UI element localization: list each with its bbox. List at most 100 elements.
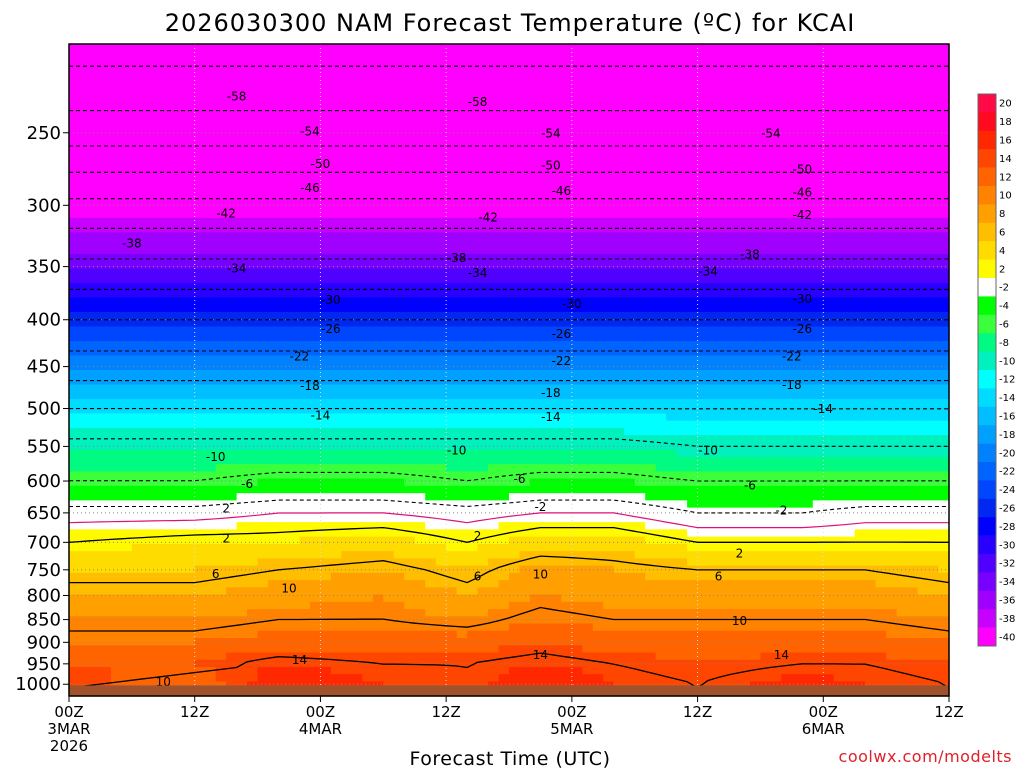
heat-cell <box>666 304 678 313</box>
heat-cell <box>592 442 604 451</box>
heat-cell <box>509 406 521 415</box>
heat-cell <box>383 362 395 371</box>
heat-cell <box>194 188 206 197</box>
heat-cell <box>351 348 363 357</box>
heat-cell <box>142 116 154 125</box>
heat-cell <box>791 246 803 255</box>
heat-cell <box>414 456 426 465</box>
heat-cell <box>749 138 762 147</box>
heat-cell <box>89 51 102 60</box>
heat-cell <box>309 152 322 161</box>
heat-cell <box>802 275 814 284</box>
heat-cell <box>823 304 835 313</box>
heat-cell <box>414 283 426 291</box>
heat-cell <box>121 449 133 458</box>
heat-cell <box>215 268 227 277</box>
heat-cell <box>540 225 552 233</box>
heat-cell <box>435 406 447 415</box>
heat-cell <box>718 348 730 357</box>
heat-cell <box>425 413 437 422</box>
heat-cell <box>152 217 164 226</box>
heat-cell <box>907 72 919 81</box>
heat-cell <box>540 391 552 400</box>
heat-cell <box>477 80 489 89</box>
heat-cell <box>791 181 803 190</box>
heat-cell <box>708 94 720 103</box>
heat-cell <box>928 464 940 473</box>
heat-cell <box>823 384 835 393</box>
heat-cell <box>184 174 196 183</box>
heat-cell <box>676 275 688 284</box>
heat-cell <box>592 167 604 175</box>
heat-cell <box>414 65 426 74</box>
heat-cell <box>718 254 730 262</box>
heat-cell <box>603 210 615 219</box>
heat-cell <box>414 362 426 371</box>
heat-cell <box>634 464 646 473</box>
heat-cell <box>110 217 122 226</box>
heat-cell <box>781 254 793 262</box>
heat-cell <box>257 355 269 364</box>
heat-cell <box>110 290 122 299</box>
heat-cell <box>226 174 238 183</box>
heat-cell <box>655 449 667 458</box>
heat-cell <box>603 261 615 270</box>
heat-cell <box>163 290 175 299</box>
heat-cell <box>289 72 301 81</box>
heat-cell <box>613 232 625 241</box>
heat-cell <box>236 145 248 154</box>
heat-cell <box>886 116 898 125</box>
heat-cell <box>666 188 678 197</box>
heat-cell <box>896 362 908 371</box>
heat-cell <box>184 152 196 161</box>
heat-cell <box>812 246 824 255</box>
heat-cell <box>268 319 280 328</box>
heat-cell <box>404 341 416 349</box>
heat-cell <box>309 283 322 291</box>
heat-cell <box>372 145 384 154</box>
heat-cell <box>875 420 887 429</box>
heat-cell <box>351 384 363 393</box>
heat-cell <box>205 101 217 110</box>
heat-cell <box>823 196 835 204</box>
heat-cell <box>278 427 290 436</box>
heat-cell <box>739 123 751 132</box>
heat-cell <box>309 87 322 96</box>
heat-cell <box>749 398 762 407</box>
heat-cell <box>152 420 164 429</box>
heat-cell <box>582 398 594 407</box>
heat-cell <box>592 109 604 118</box>
heat-cell <box>488 420 500 429</box>
heat-cell <box>749 304 762 313</box>
heat-cell <box>372 312 384 320</box>
heat-cell <box>215 370 227 378</box>
heat-cell <box>110 268 122 277</box>
heat-cell <box>729 362 741 371</box>
heat-cell <box>687 261 699 270</box>
heat-cell <box>509 239 521 248</box>
heat-cell <box>435 333 447 342</box>
heat-cell <box>812 435 824 444</box>
heat-cell <box>488 65 500 74</box>
heat-cell <box>540 87 552 96</box>
heat-cell <box>226 181 238 190</box>
heat-cell <box>781 406 793 415</box>
heat-cell <box>739 167 751 175</box>
heat-cell <box>823 145 835 154</box>
heat-cell <box>79 377 91 386</box>
heat-cell <box>446 116 458 125</box>
heat-cell <box>247 297 259 306</box>
heat-cell <box>425 464 437 473</box>
heat-cell <box>928 123 940 132</box>
heat-cell <box>749 362 762 371</box>
heat-cell <box>666 174 678 183</box>
heat-cell <box>729 217 741 226</box>
heat-cell <box>110 456 122 465</box>
heat-cell <box>529 464 542 473</box>
heat-cell <box>268 326 280 335</box>
heat-cell <box>749 370 762 378</box>
heat-cell <box>121 51 133 60</box>
heat-cell <box>550 210 562 219</box>
heat-cell <box>110 225 122 233</box>
heat-cell <box>194 362 206 371</box>
